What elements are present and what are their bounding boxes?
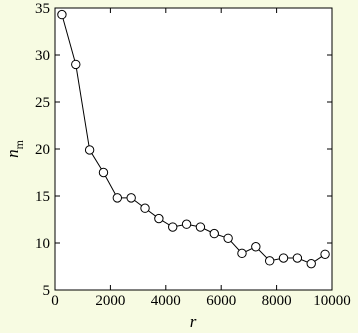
data-point (278, 253, 289, 263)
data-point (320, 249, 330, 259)
plot-frame (54, 7, 333, 291)
data-point (292, 253, 303, 263)
data-point (223, 233, 233, 244)
markers-group (57, 9, 330, 269)
x-tick-label: 10000 (313, 293, 351, 309)
data-point (154, 213, 164, 224)
data-point (168, 222, 178, 232)
x-tick-label: 6000 (206, 293, 236, 309)
y-axis-label-subscript: m (12, 139, 26, 149)
y-axis-label: nm (3, 139, 26, 158)
data-point (140, 203, 150, 213)
data-point (251, 242, 261, 252)
plot-area (55, 8, 332, 290)
data-point (209, 228, 219, 239)
data-point (57, 9, 67, 20)
y-axis-label-main: n (3, 149, 22, 158)
x-tick-label: 4000 (151, 293, 181, 309)
x-tick-label: 2000 (95, 293, 125, 309)
y-tick-label: 30 (35, 48, 50, 64)
x-tick-label: 8000 (262, 293, 292, 309)
data-point (126, 193, 136, 203)
y-tick-label: 15 (35, 189, 50, 205)
data-point (237, 248, 247, 259)
data-point (181, 219, 192, 229)
y-tick-label: 25 (35, 95, 50, 111)
x-tick-label: 0 (51, 293, 59, 309)
y-tick-label: 35 (35, 1, 50, 17)
y-tick-label: 5 (43, 283, 51, 299)
data-point (98, 167, 109, 178)
data-point (84, 145, 95, 155)
data-point (306, 258, 316, 269)
data-point (71, 59, 81, 70)
data-point (112, 193, 123, 203)
x-axis-label: r (190, 312, 197, 331)
data-point (195, 222, 206, 232)
y-tick-label: 20 (35, 142, 50, 158)
y-tick-label: 10 (35, 236, 50, 252)
tick-labels-group: 0 2000 4000 6000 8000 10000 5 10 15 20 25 30 35 (35, 1, 351, 309)
data-point (264, 256, 275, 266)
